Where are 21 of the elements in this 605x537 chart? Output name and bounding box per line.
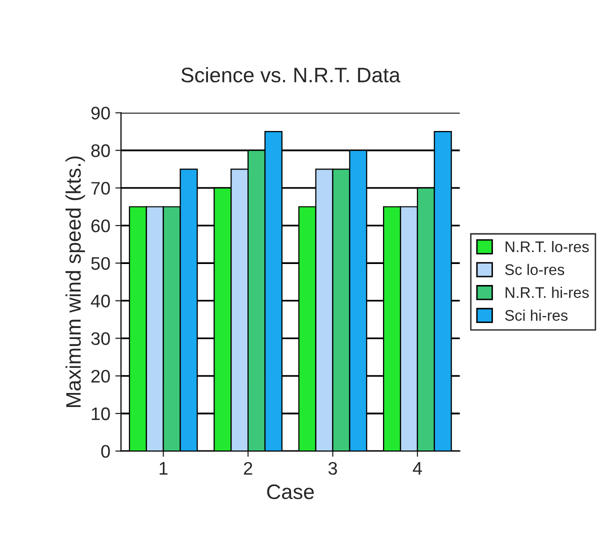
y-tick-label: 20 bbox=[91, 370, 110, 383]
x-tick-label: 3 bbox=[328, 462, 337, 475]
y-tick-label: 70 bbox=[91, 182, 110, 195]
x-tick-label: 1 bbox=[160, 462, 168, 475]
legend-label: Sci hi-res bbox=[505, 310, 568, 321]
legend-label: N.R.T. hi-res bbox=[506, 286, 589, 298]
y-axis-title: Maximum wind speed (kts.) bbox=[66, 156, 85, 407]
y-tick-label: 90 bbox=[91, 106, 110, 120]
x-axis-title: Case bbox=[267, 484, 314, 500]
y-tick-label: 80 bbox=[91, 144, 110, 158]
y-tick-label: 10 bbox=[92, 407, 110, 420]
y-tick-label: 40 bbox=[90, 294, 110, 308]
y-tick-label: 0 bbox=[101, 445, 110, 458]
y-tick-label: 30 bbox=[91, 332, 110, 346]
legend-label: N.R.T. lo-res bbox=[506, 240, 589, 252]
legend-label: Sc lo-res bbox=[505, 264, 564, 276]
y-tick-label: 50 bbox=[91, 257, 110, 270]
x-tick-label: 2 bbox=[244, 462, 252, 475]
x-tick-label: 4 bbox=[412, 462, 422, 475]
y-tick-label: 60 bbox=[91, 219, 110, 232]
chart-title: Science vs. N.R.T. Data bbox=[181, 67, 400, 82]
